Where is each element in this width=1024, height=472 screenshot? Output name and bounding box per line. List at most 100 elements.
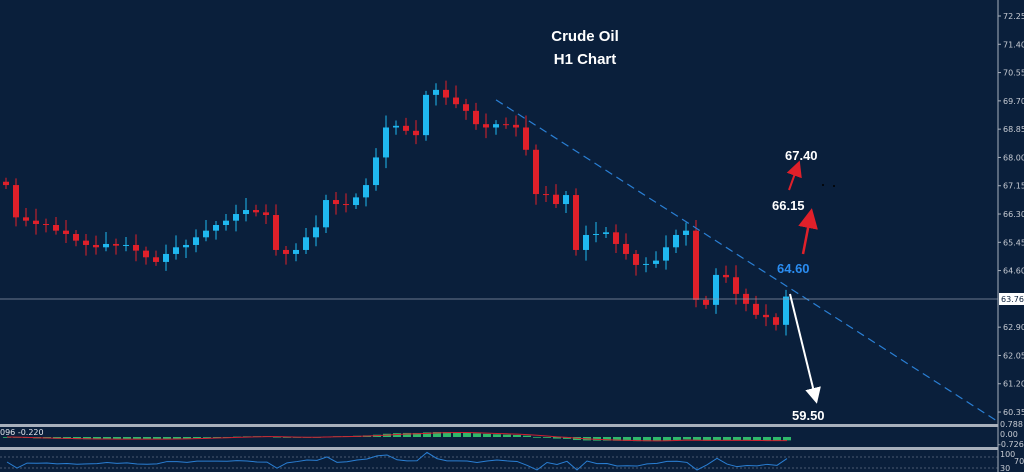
bull-candle xyxy=(603,232,609,234)
bear-candle xyxy=(73,233,79,241)
current-price-label-bg xyxy=(999,293,1024,305)
bear-candle xyxy=(53,224,59,231)
macd-bar xyxy=(733,437,741,441)
bear-candle xyxy=(773,317,779,325)
bull-candle xyxy=(363,185,369,198)
rsi-tick: 70 xyxy=(1014,457,1024,466)
macd-bar xyxy=(693,437,701,441)
macd-tick: -0.726 xyxy=(998,440,1024,449)
macd-signal-line xyxy=(6,432,788,442)
macd-panel-border xyxy=(0,424,998,427)
rsi-tick: 100 xyxy=(1000,450,1015,459)
price-tick-label: 70.55 xyxy=(1003,69,1024,78)
macd-bar xyxy=(753,437,761,441)
bull-candle xyxy=(183,244,189,248)
bull-candle xyxy=(123,244,129,246)
macd-bar xyxy=(93,437,101,440)
macd-bar xyxy=(523,435,531,437)
bull-candle xyxy=(713,274,719,305)
bear-candle xyxy=(413,130,419,136)
bear-candle xyxy=(703,299,709,305)
bull-candle xyxy=(213,224,219,231)
macd-bar xyxy=(423,432,431,437)
bear-candle xyxy=(43,224,49,225)
bull-candle xyxy=(163,253,169,262)
bear-candle xyxy=(473,110,479,125)
bull-candle xyxy=(433,89,439,95)
bull-candle xyxy=(673,234,679,248)
target-label-67-40: 67.40 xyxy=(785,148,818,163)
macd-header: 096 -0.220 xyxy=(0,428,44,437)
macd-bar xyxy=(273,436,281,438)
macd-bar xyxy=(393,433,401,437)
bear-candle xyxy=(93,244,99,248)
bull-candle xyxy=(393,125,399,128)
macd-tick: 0.788 xyxy=(1000,420,1023,429)
macd-bar xyxy=(613,437,621,441)
macd-histogram xyxy=(3,431,791,442)
bear-candle xyxy=(513,124,519,128)
bull-candle xyxy=(243,210,249,215)
macd-bar xyxy=(183,437,191,439)
bear-candle xyxy=(273,215,279,250)
macd-bar xyxy=(703,437,711,441)
bear-candle xyxy=(443,89,449,98)
macd-bar xyxy=(553,437,561,439)
price-tick-label: 62.05 xyxy=(1003,351,1024,360)
price-tick-label: 61.20 xyxy=(1003,380,1024,389)
down-arrow xyxy=(789,293,821,404)
bull-candle xyxy=(653,260,659,264)
macd-bar xyxy=(653,437,661,442)
bear-candle xyxy=(403,125,409,131)
macd-bar xyxy=(193,437,201,439)
bear-candle xyxy=(33,220,39,224)
bear-candle xyxy=(503,124,509,126)
price-tick-label: 67.15 xyxy=(1003,182,1024,191)
price-tick-label: 60.35 xyxy=(1003,408,1024,417)
macd-bar xyxy=(773,437,781,441)
bull-candle xyxy=(233,214,239,221)
bull-candle xyxy=(203,230,209,238)
price-tick-label: 65.45 xyxy=(1003,238,1024,247)
bull-candle xyxy=(583,234,589,250)
rsi-line xyxy=(6,451,788,471)
bear-candle xyxy=(723,274,729,278)
macd-bar xyxy=(473,433,481,437)
macd-bar xyxy=(173,437,181,439)
macd-bar xyxy=(603,437,611,441)
macd-bar xyxy=(513,434,521,437)
price-tick-label: 68.85 xyxy=(1003,125,1024,134)
up-arrow-2 xyxy=(798,208,818,255)
bull-candle xyxy=(353,197,359,206)
bull-candle xyxy=(303,237,309,250)
bull-candle xyxy=(383,127,389,158)
macd-bar xyxy=(463,432,471,437)
price-axis: 72.25 71.40 70.55 69.70 68.85 68.00 67.15 66.30… xyxy=(998,12,1024,417)
bear-candle xyxy=(543,194,549,196)
bear-candle xyxy=(63,230,69,234)
macd-bar xyxy=(663,437,671,441)
bear-candle xyxy=(613,232,619,244)
bull-candle xyxy=(593,233,599,235)
bear-candle xyxy=(283,249,289,254)
macd-bar xyxy=(283,437,291,438)
chart-subtitle: H1 Chart xyxy=(554,51,617,68)
macd-bar xyxy=(213,437,221,438)
macd-bar xyxy=(673,437,681,440)
bear-candle xyxy=(83,240,89,245)
bear-candle xyxy=(633,253,639,265)
bull-candle xyxy=(103,243,109,248)
bear-candle xyxy=(113,243,119,246)
price-tick-label: 66.30 xyxy=(1003,210,1024,219)
price-tick-label: 62.90 xyxy=(1003,323,1024,332)
bear-candle xyxy=(523,127,529,150)
bear-candle xyxy=(343,204,349,206)
bull-candle xyxy=(683,230,689,235)
bear-candle xyxy=(453,97,459,105)
rsi-tick: 30 xyxy=(1000,464,1010,472)
rsi-panel-border xyxy=(0,447,998,450)
macd-bar xyxy=(743,437,751,441)
price-tick-label: 68.00 xyxy=(1003,153,1024,162)
trendline xyxy=(495,99,997,421)
bull-candle xyxy=(563,195,569,205)
